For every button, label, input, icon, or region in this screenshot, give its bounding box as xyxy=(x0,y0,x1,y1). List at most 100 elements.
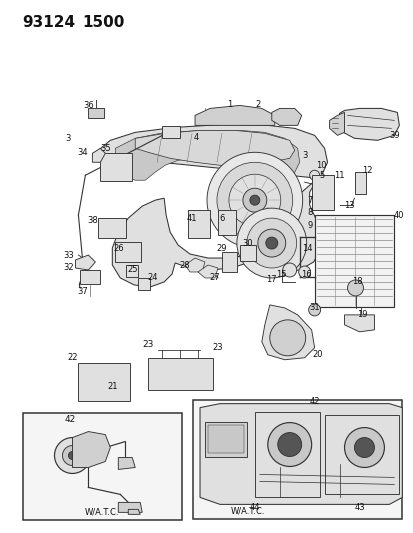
Circle shape xyxy=(347,280,363,296)
Bar xyxy=(188,210,209,238)
Polygon shape xyxy=(344,315,373,332)
Bar xyxy=(88,108,104,118)
Bar xyxy=(126,265,138,277)
Circle shape xyxy=(277,433,301,456)
Text: 2: 2 xyxy=(254,100,260,109)
Text: 93124: 93124 xyxy=(23,15,76,30)
Polygon shape xyxy=(195,106,274,125)
Text: 3: 3 xyxy=(301,151,306,160)
Polygon shape xyxy=(271,108,301,125)
Text: 18: 18 xyxy=(351,278,362,286)
Bar xyxy=(192,400,401,519)
Text: 33: 33 xyxy=(63,251,74,260)
Polygon shape xyxy=(329,112,344,135)
Text: 42: 42 xyxy=(309,397,319,406)
Circle shape xyxy=(282,263,296,277)
Text: 30: 30 xyxy=(242,239,253,247)
Text: 4: 4 xyxy=(193,133,198,142)
Bar xyxy=(138,278,150,290)
Bar xyxy=(204,422,246,456)
Text: 43: 43 xyxy=(353,503,364,512)
Circle shape xyxy=(344,427,384,467)
Circle shape xyxy=(308,304,320,316)
Polygon shape xyxy=(197,265,217,278)
Text: 36: 36 xyxy=(83,101,94,110)
Polygon shape xyxy=(324,415,399,495)
Text: 1: 1 xyxy=(227,100,232,109)
Polygon shape xyxy=(199,403,401,504)
Polygon shape xyxy=(254,411,319,497)
Text: 24: 24 xyxy=(147,273,157,282)
Circle shape xyxy=(298,266,310,278)
Polygon shape xyxy=(92,148,105,162)
Polygon shape xyxy=(118,457,135,470)
Polygon shape xyxy=(317,192,331,205)
Text: 17: 17 xyxy=(266,276,276,285)
Text: 35: 35 xyxy=(100,144,110,153)
Bar xyxy=(207,425,243,453)
Text: 37: 37 xyxy=(77,287,88,296)
Bar xyxy=(115,242,141,262)
Text: 21: 21 xyxy=(107,382,117,391)
Polygon shape xyxy=(128,510,140,514)
Text: 23: 23 xyxy=(212,343,223,352)
Bar xyxy=(23,413,182,520)
Polygon shape xyxy=(75,255,95,270)
Circle shape xyxy=(62,446,82,465)
Bar xyxy=(311,175,333,210)
Text: 13: 13 xyxy=(343,200,354,209)
Circle shape xyxy=(246,218,296,268)
Bar xyxy=(221,252,236,272)
Text: 8: 8 xyxy=(306,208,311,216)
Text: 10: 10 xyxy=(316,161,326,170)
Bar xyxy=(100,154,132,181)
Bar xyxy=(217,210,235,235)
Text: 25: 25 xyxy=(127,265,137,274)
Circle shape xyxy=(206,152,302,248)
Bar xyxy=(239,245,255,261)
Text: 31: 31 xyxy=(309,303,319,312)
Text: 27: 27 xyxy=(209,273,220,282)
Bar xyxy=(354,172,366,194)
Text: 39: 39 xyxy=(388,131,399,140)
Text: 29: 29 xyxy=(216,244,227,253)
Circle shape xyxy=(68,451,76,459)
Circle shape xyxy=(269,320,305,356)
Text: 41: 41 xyxy=(186,214,197,223)
Circle shape xyxy=(249,195,259,205)
Circle shape xyxy=(354,438,373,457)
Bar xyxy=(314,215,394,307)
Polygon shape xyxy=(118,503,142,512)
Text: W/A.T.C.: W/A.T.C. xyxy=(85,508,119,517)
Text: 9: 9 xyxy=(306,221,311,230)
Bar xyxy=(162,126,180,139)
Text: 1500: 1500 xyxy=(82,15,124,30)
Text: 12: 12 xyxy=(361,166,372,175)
Text: 26: 26 xyxy=(113,244,123,253)
Text: 44: 44 xyxy=(249,503,259,512)
Text: 32: 32 xyxy=(63,263,74,272)
Text: 28: 28 xyxy=(179,261,190,270)
Circle shape xyxy=(257,229,285,257)
Circle shape xyxy=(242,188,266,212)
Text: 3: 3 xyxy=(66,134,71,143)
Circle shape xyxy=(55,438,90,473)
Text: 15: 15 xyxy=(276,270,286,279)
Bar xyxy=(80,270,100,284)
Text: 34: 34 xyxy=(77,148,88,157)
Polygon shape xyxy=(135,131,294,165)
Text: 5: 5 xyxy=(318,171,323,180)
Text: 40: 40 xyxy=(393,211,404,220)
Text: 23: 23 xyxy=(142,340,154,349)
Text: 19: 19 xyxy=(356,310,367,319)
Text: 7: 7 xyxy=(306,196,311,205)
Polygon shape xyxy=(72,432,110,467)
Circle shape xyxy=(309,170,319,180)
Text: 14: 14 xyxy=(301,244,312,253)
Polygon shape xyxy=(185,258,204,272)
Text: 6: 6 xyxy=(219,214,224,223)
Bar xyxy=(78,363,130,401)
Text: 20: 20 xyxy=(312,350,322,359)
Text: 38: 38 xyxy=(87,216,97,224)
Text: 22: 22 xyxy=(67,353,78,362)
